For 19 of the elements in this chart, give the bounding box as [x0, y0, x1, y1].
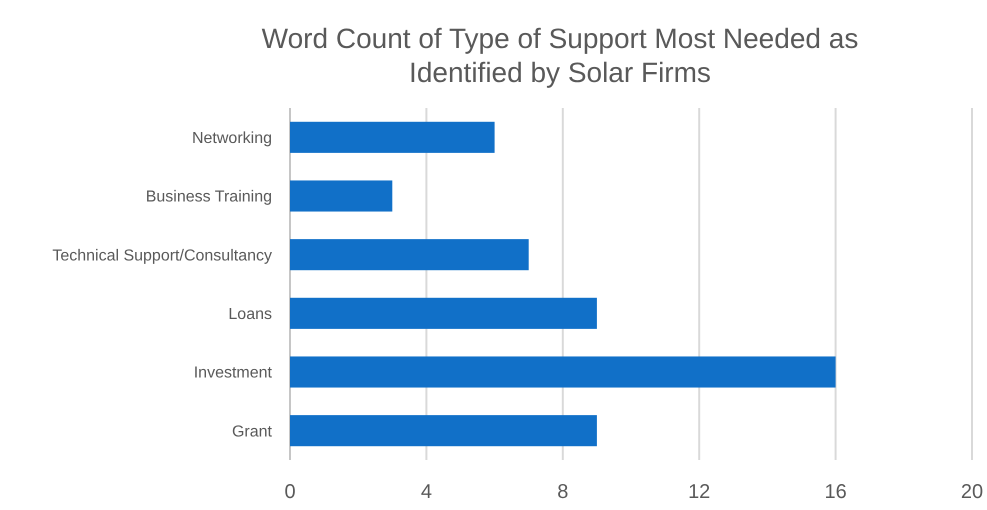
bar	[290, 298, 597, 329]
bar	[290, 180, 392, 212]
y-tick-label: Grant	[232, 423, 273, 440]
chart-title: Word Count of Type of Support Most Needed as Identified by Solar Firms	[262, 23, 858, 88]
x-tick-label: 16	[824, 481, 847, 503]
x-tick-label: 8	[557, 481, 568, 503]
x-tick-label: 0	[284, 481, 296, 503]
x-tick-label: 4	[420, 481, 432, 503]
y-tick-label: Investment	[194, 364, 273, 382]
bar	[290, 122, 495, 153]
y-tick-label: Loans	[228, 306, 272, 323]
x-tick-label: 20	[960, 481, 984, 503]
bar	[290, 356, 836, 388]
bar	[290, 415, 597, 446]
bar	[290, 239, 529, 270]
y-tick-label: Networking	[192, 130, 272, 147]
y-tick-label: Technical Support/Consultancy	[52, 247, 272, 264]
y-tick-label: Business Training	[146, 188, 272, 206]
x-tick-label: 12	[688, 481, 710, 503]
